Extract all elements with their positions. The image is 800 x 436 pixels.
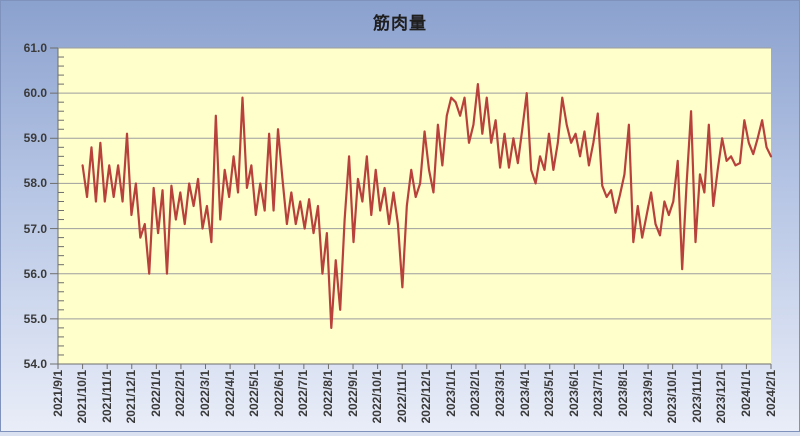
x-tick-label: 2021/9/1: [50, 370, 65, 417]
x-tick-label: 2022/6/1: [271, 370, 286, 417]
x-tick-label: 2022/9/1: [345, 370, 360, 417]
y-tick-label: 55.0: [23, 311, 47, 326]
x-tick-label: 2022/8/1: [320, 370, 335, 417]
y-tick-label: 57.0: [23, 221, 47, 236]
x-tick-label: 2022/3/1: [198, 370, 213, 417]
x-tick-label: 2022/4/1: [222, 370, 237, 417]
x-tick-label: 2021/12/1: [124, 370, 139, 424]
outside-chart-strip: [0, 432, 800, 436]
y-tick-label: 59.0: [23, 131, 47, 146]
x-tick-label: 2023/9/1: [640, 370, 655, 417]
x-tick-label: 2023/4/1: [517, 370, 532, 417]
x-tick-label: 2023/7/1: [591, 370, 606, 417]
y-tick-label: 60.0: [23, 86, 47, 101]
x-tick-label: 2022/2/1: [173, 370, 188, 417]
x-tick-label: 2023/10/1: [665, 370, 680, 424]
x-tick-label: 2023/5/1: [542, 370, 557, 417]
x-tick-label: 2023/12/1: [714, 370, 729, 424]
x-tick-label: 2022/11/1: [394, 370, 409, 423]
x-tick-label: 2023/6/1: [566, 370, 581, 417]
y-tick-label: 56.0: [23, 266, 47, 281]
y-tick-label: 61.0: [23, 41, 47, 55]
chart-title: 筋肉量: [373, 14, 427, 33]
x-tick-label: 2021/11/1: [99, 370, 114, 423]
y-tick-label: 54.0: [23, 357, 47, 371]
x-tick-label: 2023/3/1: [493, 370, 508, 417]
x-tick-label: 2022/5/1: [247, 370, 262, 417]
x-tick-label: 2022/1/1: [148, 370, 163, 417]
x-tick-label: 2022/12/1: [419, 370, 434, 424]
y-tick-label: 58.0: [23, 176, 47, 191]
x-tick-label: 2024/2/1: [763, 370, 778, 417]
x-tick-label: 2022/10/1: [370, 370, 385, 424]
x-tick-label: 2023/11/1: [689, 370, 704, 423]
x-tick-label: 2024/1/1: [738, 370, 753, 417]
x-tick-label: 2023/1/1: [443, 370, 458, 417]
series-line: [81, 83, 773, 329]
x-tick-label: 2023/2/1: [468, 370, 483, 417]
x-tick-label: 2023/8/1: [615, 370, 630, 417]
x-tick-label: 2021/10/1: [75, 370, 90, 424]
x-tick-label: 2022/7/1: [296, 370, 311, 417]
